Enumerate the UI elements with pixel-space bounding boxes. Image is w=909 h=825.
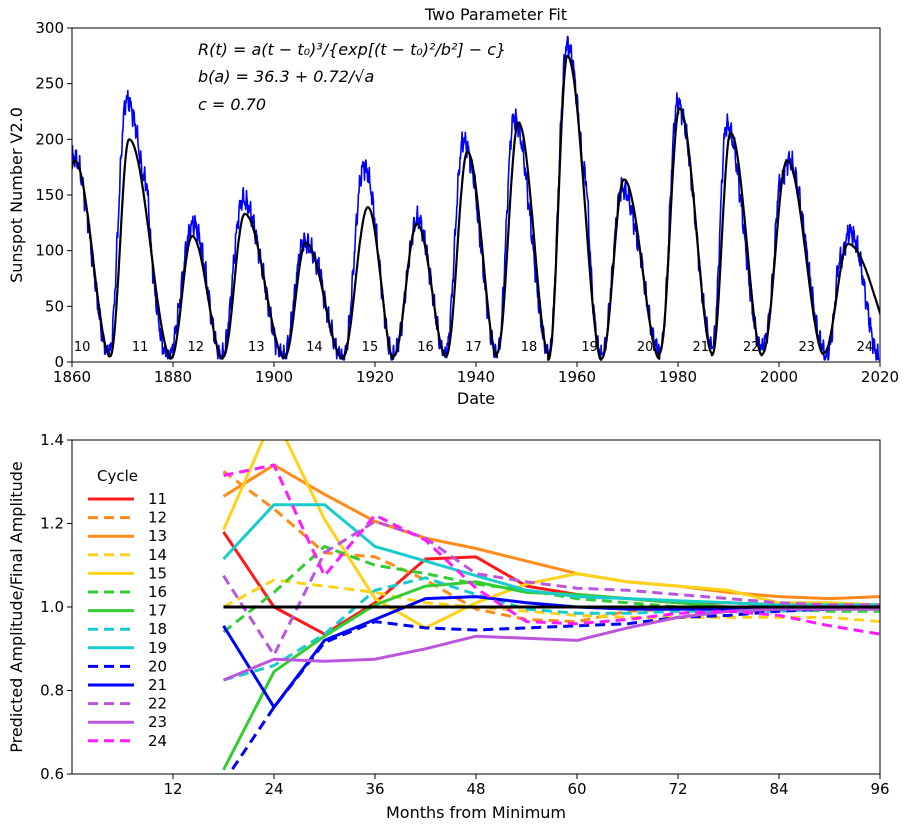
cycle-label: 12: [187, 340, 204, 355]
legend-label-20: 20: [148, 657, 167, 675]
top-y-tick-label: 150: [35, 186, 64, 204]
cycle-label: 22: [743, 340, 760, 355]
bottom-y-tick-label: 0.8: [40, 682, 64, 700]
bottom-x-tick-label: 24: [264, 780, 283, 798]
top-x-axis: 1860 1880 1900 1920 1940 1960 1980 2000 2020: [53, 362, 899, 386]
cycle-label: 21: [692, 340, 709, 355]
bottom-x-axis: 12 24 36 48 60 72 84 96: [163, 774, 890, 798]
legend-label-24: 24: [148, 732, 167, 750]
legend-label-12: 12: [148, 509, 167, 527]
top-y-tick-label: 200: [35, 130, 64, 148]
top-x-axis-label: Date: [457, 389, 495, 408]
cycle-label: 20: [637, 340, 654, 355]
fit-series-line: [72, 54, 880, 361]
top-y-tick-label: 250: [35, 75, 64, 93]
equation-rt: R(t) = a(t − t₀)³/{exp[(t − t₀)²/b²] − c…: [198, 40, 506, 59]
legend-label-13: 13: [148, 527, 167, 545]
cycle-label: 15: [362, 340, 379, 355]
top-x-tick-label: 2020: [861, 368, 899, 386]
cycle-label: 11: [132, 340, 149, 355]
top-x-tick-label: 1980: [659, 368, 697, 386]
legend-label-11: 11: [148, 490, 167, 508]
top-y-axis: 0 50 100 150 200 250 300: [35, 19, 72, 371]
bottom-x-tick-label: 60: [567, 780, 586, 798]
series-line-cycle-14: [222, 578, 880, 624]
top-y-tick-label: 50: [45, 297, 64, 315]
top-x-tick-label: 2000: [760, 368, 798, 386]
series-line-cycle-12: [222, 470, 880, 624]
series-line-cycle-22: [222, 519, 880, 657]
bottom-series: [222, 440, 880, 774]
bottom-x-tick-label: 48: [466, 780, 485, 798]
top-x-tick-label: 1860: [53, 368, 91, 386]
cycle-label: 18: [521, 340, 538, 355]
cycle-label: 19: [581, 340, 598, 355]
bottom-chart: 12 24 36 48 60 72 84 96 0.6 0.8 1.0 1.2 1.4 Cycle 1…: [7, 431, 890, 822]
legend-label-17: 17: [148, 602, 167, 620]
top-x-tick-label: 1900: [255, 368, 293, 386]
top-x-tick-label: 1920: [356, 368, 394, 386]
legend-label-14: 14: [148, 546, 167, 564]
top-x-tick-label: 1880: [154, 368, 192, 386]
top-y-axis-label: Sunspot Number V2.0: [7, 107, 26, 283]
legend-label-21: 21: [148, 676, 167, 694]
cycle-label: 14: [306, 340, 323, 355]
cycle-label: 10: [74, 340, 91, 355]
cycle-label: 24: [857, 340, 874, 355]
bottom-x-tick-label: 72: [668, 780, 687, 798]
bottom-x-tick-label: 36: [365, 780, 384, 798]
cycle-label: 13: [248, 340, 265, 355]
legend-label-16: 16: [148, 583, 167, 601]
series-line-cycle-24: [223, 463, 880, 636]
top-x-tick-label: 1960: [558, 368, 596, 386]
top-y-tick-label: 300: [35, 19, 64, 37]
equation-b: b(a) = 36.3 + 0.72/√a: [198, 67, 374, 86]
bottom-x-tick-label: 84: [769, 780, 788, 798]
top-series: [72, 35, 880, 361]
series-line-cycle-23: [222, 607, 880, 682]
bottom-x-axis-label: Months from Minimum: [386, 803, 566, 822]
bottom-y-axis-label: Predicted Amplitude/Final Amplitude: [7, 461, 26, 753]
equation-c: c = 0.70: [198, 95, 266, 114]
legend-label-15: 15: [148, 564, 167, 582]
cycle-label: 16: [417, 340, 434, 355]
legend-label-19: 19: [148, 639, 167, 657]
series-line-cycle-19: [222, 503, 880, 607]
bottom-y-axis: 0.6 0.8 1.0 1.2 1.4: [40, 431, 72, 783]
series-line-cycle-13: [222, 463, 880, 601]
bottom-y-tick-label: 1.0: [40, 598, 64, 616]
legend-label-18: 18: [148, 620, 167, 638]
bottom-y-tick-label: 0.6: [40, 765, 64, 783]
legend-label-22: 22: [148, 695, 167, 713]
bottom-y-tick-label: 1.2: [40, 515, 64, 533]
legend-label-23: 23: [148, 713, 167, 731]
cycle-number-labels: 10 11 12 13 14 15 16 17 18 19 20 21 22 23 24: [74, 340, 873, 355]
top-y-tick-label: 0: [54, 353, 64, 371]
legend-title: Cycle: [97, 467, 138, 485]
bottom-x-tick-label: 12: [163, 780, 182, 798]
series-line-cycle-20: [227, 605, 880, 774]
bottom-y-tick-label: 1.4: [40, 431, 64, 449]
top-chart: Two Parameter Fit 1860 1880 1900 1920 1940 19…: [7, 5, 899, 408]
cycle-label: 17: [465, 340, 482, 355]
top-y-tick-label: 100: [35, 242, 64, 260]
top-x-tick-label: 1940: [457, 368, 495, 386]
observed-series-line: [72, 35, 880, 361]
cycle-label: 23: [799, 340, 816, 355]
bottom-x-tick-label: 96: [870, 780, 889, 798]
top-chart-title: Two Parameter Fit: [424, 5, 567, 24]
